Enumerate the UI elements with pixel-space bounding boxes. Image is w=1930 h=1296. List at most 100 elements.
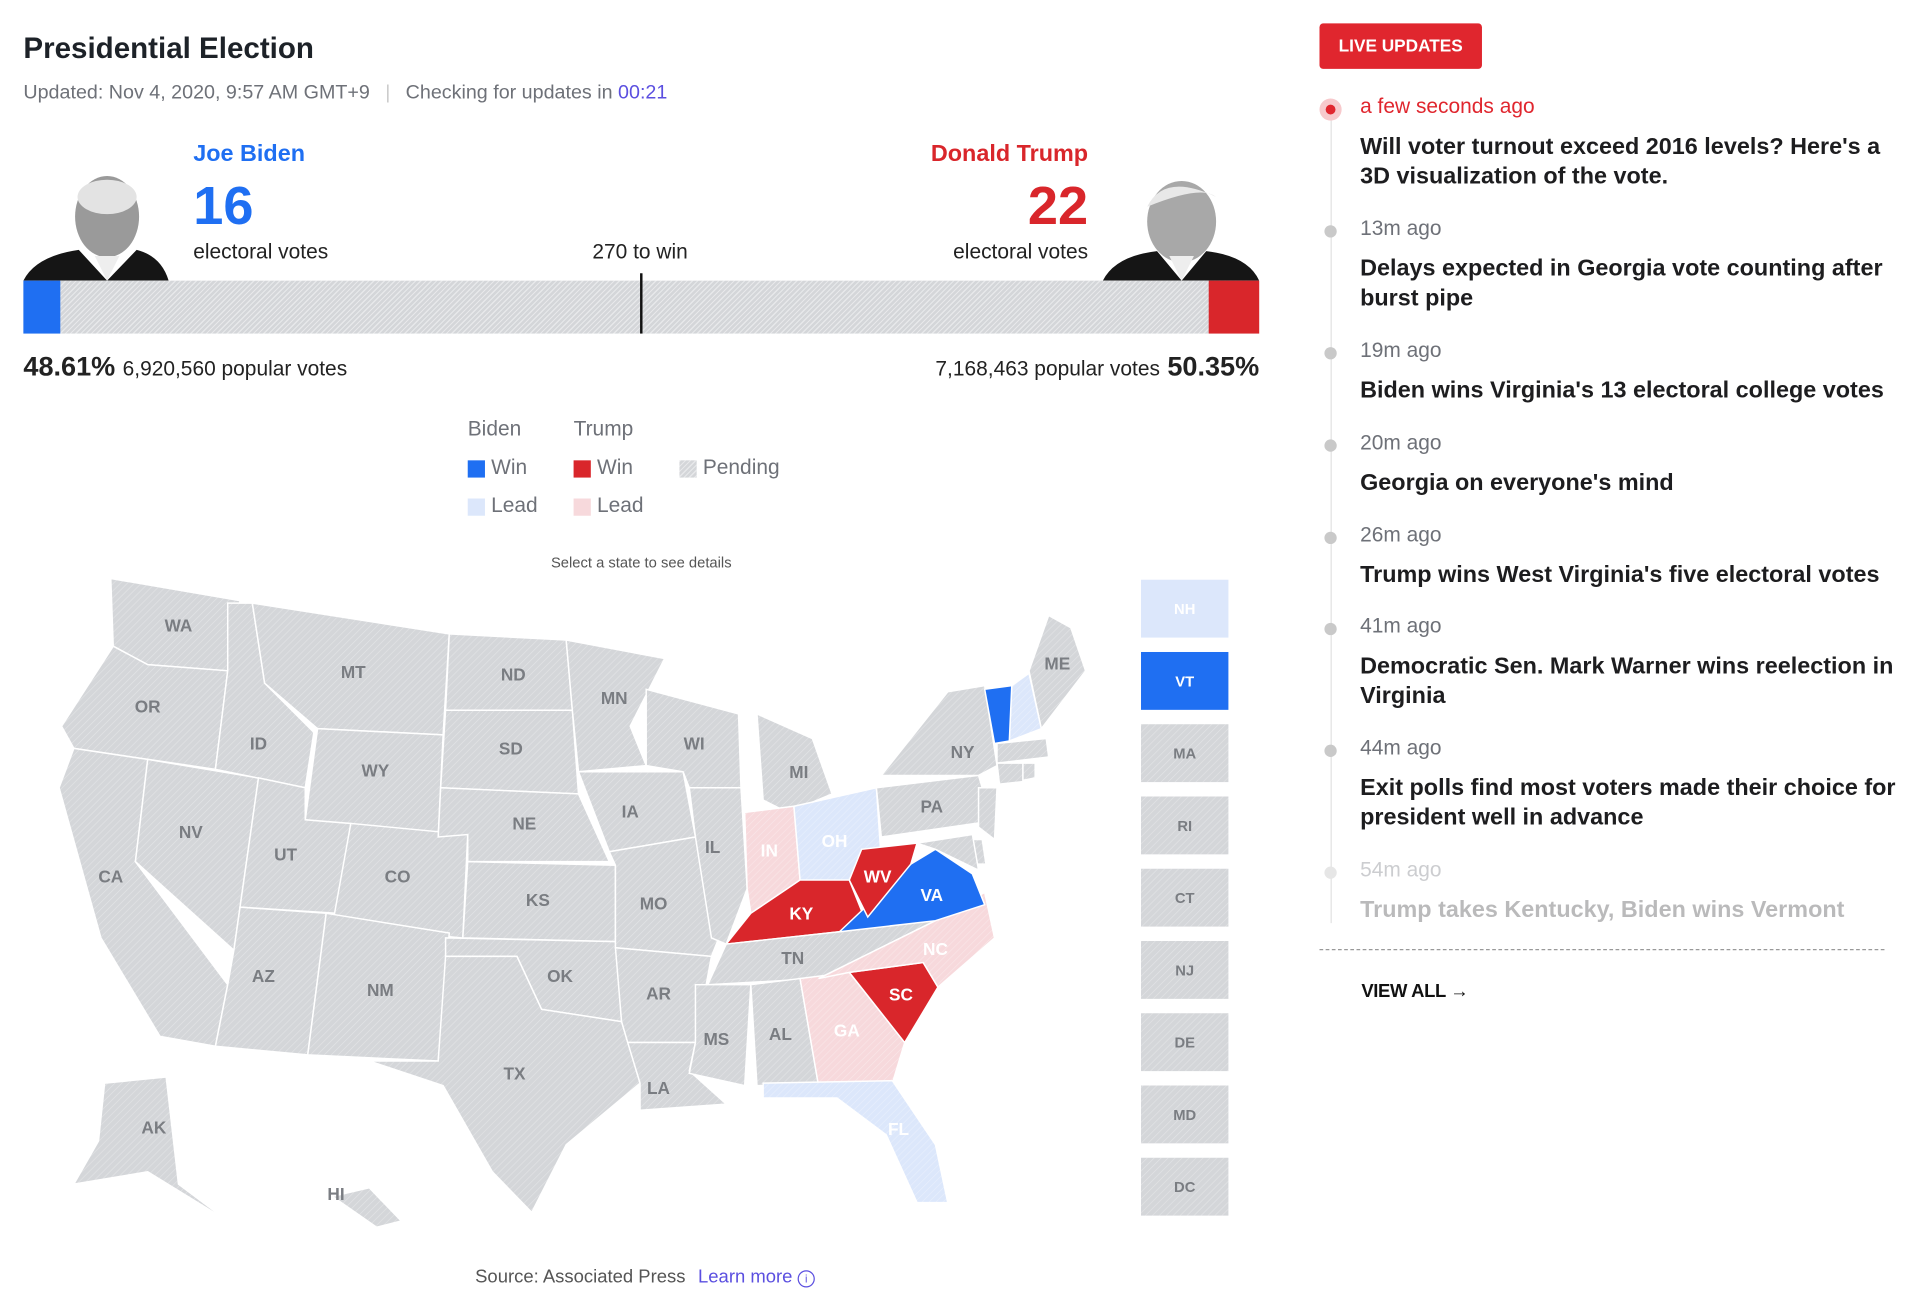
time: 44m ago bbox=[1360, 736, 1442, 760]
headline: Georgia on everyone's mind bbox=[1360, 470, 1674, 497]
legend-label: Win bbox=[491, 455, 528, 479]
legend-label: Lead bbox=[491, 493, 538, 517]
learn-more-text[interactable]: Learn more bbox=[698, 1266, 793, 1288]
state-box-label: DE bbox=[1174, 1036, 1195, 1052]
state-label: NC bbox=[923, 939, 948, 959]
state-hatch bbox=[876, 775, 993, 837]
state-label: NV bbox=[179, 822, 203, 842]
time: 54m ago bbox=[1360, 857, 1442, 882]
legend-swatch bbox=[679, 460, 697, 478]
state-box-label: NH bbox=[1174, 602, 1195, 618]
state-box-hatch bbox=[1141, 868, 1229, 927]
view-all-text[interactable]: VIEW ALL bbox=[1361, 981, 1446, 1002]
dot bbox=[1325, 104, 1336, 115]
legend-swatch bbox=[467, 498, 485, 516]
state-hatch bbox=[627, 1042, 727, 1111]
time: 41m ago bbox=[1360, 614, 1442, 638]
state-box-label: RI bbox=[1177, 819, 1192, 835]
state-label: LA bbox=[647, 1078, 670, 1098]
state-label: AL bbox=[769, 1024, 792, 1044]
legend-swatch bbox=[573, 460, 591, 478]
headline: Will voter turnout exceed 2016 levels? H… bbox=[1360, 134, 1881, 190]
arrow[interactable]: → bbox=[1450, 981, 1469, 1002]
state-hatch bbox=[215, 603, 314, 788]
state-label: PA bbox=[920, 796, 943, 816]
state-label: AZ bbox=[252, 966, 275, 986]
state-hatch bbox=[609, 836, 724, 957]
small-state bbox=[983, 684, 1013, 745]
state-label: TN bbox=[781, 948, 804, 968]
state-hatch bbox=[566, 640, 665, 772]
state-box-hatch bbox=[1141, 796, 1229, 855]
map-hint: Select a state to see details bbox=[550, 553, 732, 572]
headline: Trump wins West Virginia's five electora… bbox=[1360, 562, 1880, 589]
state-label: SD bbox=[499, 739, 523, 759]
state-hatch bbox=[578, 771, 696, 852]
state-label: OR bbox=[135, 697, 161, 717]
state-hatch bbox=[445, 633, 573, 711]
state-hatch bbox=[1029, 615, 1086, 729]
state-label: AK bbox=[141, 1118, 166, 1138]
headline: Democratic Sen. Mark Warner wins reelect… bbox=[1360, 653, 1894, 709]
threshold-label: 270 to win bbox=[592, 240, 688, 264]
state-hatch bbox=[800, 972, 905, 1086]
state-label: CA bbox=[98, 867, 123, 887]
state-label: MT bbox=[341, 662, 366, 682]
state-box-hatch bbox=[1141, 941, 1229, 999]
state-label: IN bbox=[761, 841, 778, 861]
state-hatch bbox=[1009, 673, 1042, 741]
headline: Exit polls find most voters made their c… bbox=[1360, 775, 1896, 831]
state-label: NM bbox=[367, 980, 394, 1000]
dot bbox=[1324, 225, 1337, 238]
state-hatch bbox=[615, 947, 712, 1043]
learn-more[interactable]: Learn more i bbox=[698, 1267, 815, 1288]
state-label: KY bbox=[789, 903, 813, 923]
electoral-segment bbox=[23, 280, 60, 334]
separator: | bbox=[385, 82, 391, 104]
state-hatch bbox=[61, 646, 228, 770]
electoral-count: 16 bbox=[193, 176, 254, 237]
info-icon[interactable]: i bbox=[797, 1270, 815, 1288]
us-map: WA OR CA NV ID MT WY UT CO AZ NM ND SD NE KS OK TX MN IA MO… bbox=[58, 577, 1229, 1228]
state-label: MI bbox=[789, 762, 808, 782]
updated-line: Updated: Nov 4, 2020, 9:57 AM GMT+9 | Ch… bbox=[23, 82, 667, 104]
legend-label: Lead bbox=[596, 493, 644, 517]
electoral-segment bbox=[1208, 280, 1260, 334]
view-all[interactable]: VIEW ALL → bbox=[1361, 981, 1468, 1002]
state-hatch bbox=[978, 787, 998, 840]
state-label: WY bbox=[362, 761, 390, 781]
electoral-label: electoral votes bbox=[953, 240, 1089, 264]
state-hatch bbox=[73, 1077, 228, 1222]
time: 13m ago bbox=[1360, 216, 1442, 241]
state-label: ND bbox=[501, 665, 526, 685]
state-label: CO bbox=[385, 867, 411, 887]
state-hatch bbox=[916, 834, 979, 871]
headline: Delays expected in Georgia vote counting… bbox=[1360, 256, 1883, 312]
dot bbox=[1324, 622, 1337, 636]
state-hatch bbox=[756, 713, 833, 813]
state-hatch bbox=[369, 956, 641, 1213]
state-hatch bbox=[881, 685, 998, 776]
time: a few seconds ago bbox=[1360, 94, 1535, 119]
state-hatch bbox=[440, 710, 579, 794]
state-label: SC bbox=[889, 985, 913, 1005]
state bbox=[848, 842, 919, 919]
time: 20m ago bbox=[1360, 430, 1442, 455]
state-label: WI bbox=[684, 734, 705, 754]
state-hatch bbox=[750, 978, 819, 1086]
popular-votes: 6,920,560 popular votes bbox=[122, 356, 348, 381]
legend-swatch bbox=[467, 460, 485, 478]
state-label: GA bbox=[834, 1020, 860, 1040]
state-box-hatch bbox=[1141, 1013, 1229, 1072]
candidate-name: Joe Biden bbox=[193, 141, 306, 168]
state-label: NE bbox=[512, 814, 536, 834]
popular-biden: 48.61% 6,920,560 popular votes bbox=[23, 351, 347, 383]
state-hatch bbox=[240, 777, 351, 914]
state-label: KS bbox=[526, 890, 550, 910]
live-badge: LIVE UPDATES bbox=[1319, 23, 1482, 69]
checking: Checking for updates in bbox=[405, 82, 613, 104]
state-hatch bbox=[252, 603, 450, 735]
candidate-name: Donald Trump bbox=[930, 141, 1089, 168]
title: Presidential Election bbox=[23, 32, 314, 66]
state-box-label: CT bbox=[1175, 891, 1195, 907]
